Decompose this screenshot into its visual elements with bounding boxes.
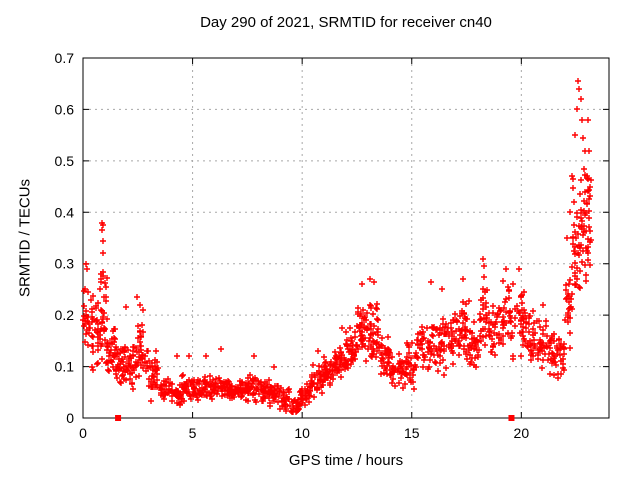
y-tick-label: 0.1 [55,359,75,375]
grid-lines [83,58,609,418]
y-tick-label: 0 [66,410,74,426]
baseline-square-marker [115,415,122,421]
x-tick-label: 10 [294,425,310,441]
scatter-plus-markers [80,78,594,415]
y-tick-label: 0.3 [55,256,75,272]
x-tick-label: 20 [514,425,530,441]
y-tick-label: 0.5 [55,153,75,169]
y-tick-label: 0.4 [55,204,75,220]
chart-title: Day 290 of 2021, SRMTID for receiver cn4… [200,14,492,31]
y-tick-label: 0.7 [55,50,75,66]
y-tick-label: 0.6 [55,101,75,117]
baseline-square-marker [508,415,515,421]
x-tick-label: 5 [189,425,197,441]
plot-frame [82,57,610,419]
x-tick-label: 15 [404,425,420,441]
x-axis-label: GPS time / hours [288,452,404,469]
y-tick-label: 0.2 [55,307,75,323]
x-tick-label: 0 [79,425,87,441]
